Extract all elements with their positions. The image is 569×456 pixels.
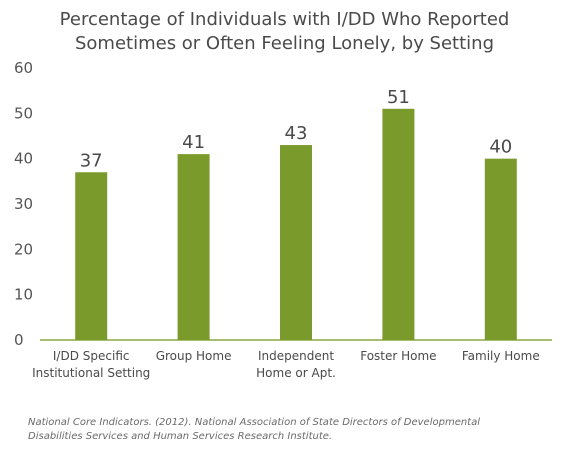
category-label-0-line-0: I/DD Specific — [53, 349, 130, 363]
value-label-4: 40 — [489, 137, 512, 158]
value-label-2: 43 — [285, 123, 308, 144]
category-label-1-line-0: Group Home — [156, 349, 232, 363]
bar-0 — [75, 172, 108, 340]
bar-4 — [484, 158, 517, 340]
y-tick-label-0: 0 — [14, 331, 24, 349]
source-citation: National Core Indicators. (2012). Nation… — [28, 416, 558, 444]
category-label-2-line-0: Independent — [258, 349, 334, 363]
category-label-0-line-1: Institutional Setting — [32, 366, 150, 380]
chart-title: Percentage of Individuals with I/DD Who … — [0, 8, 569, 56]
source-line-2: Disabilities Services and Human Services… — [28, 431, 333, 442]
y-tick-label-30: 30 — [14, 195, 33, 213]
chart-title-line-1: Percentage of Individuals with I/DD Who … — [59, 9, 510, 30]
bar-1 — [177, 154, 210, 340]
category-label-3-line-0: Foster Home — [360, 349, 436, 363]
y-tick-label-50: 50 — [14, 104, 33, 122]
category-label-4-line-0: Family Home — [462, 349, 540, 363]
category-label-2-line-1: Home or Apt. — [256, 366, 336, 380]
y-tick-label-40: 40 — [14, 150, 33, 168]
chart-title-line-2: Sometimes or Often Feeling Lonely, by Se… — [74, 33, 495, 54]
bar-2 — [280, 145, 312, 340]
value-label-0: 37 — [80, 150, 103, 171]
bar-3 — [382, 108, 415, 340]
value-label-1: 41 — [182, 132, 205, 153]
y-tick-label-60: 60 — [14, 59, 33, 77]
y-tick-label-20: 20 — [14, 240, 33, 258]
source-line-1: National Core Indicators. (2012). Nation… — [28, 417, 481, 428]
value-label-3: 51 — [387, 87, 410, 108]
y-tick-label-10: 10 — [14, 286, 33, 304]
